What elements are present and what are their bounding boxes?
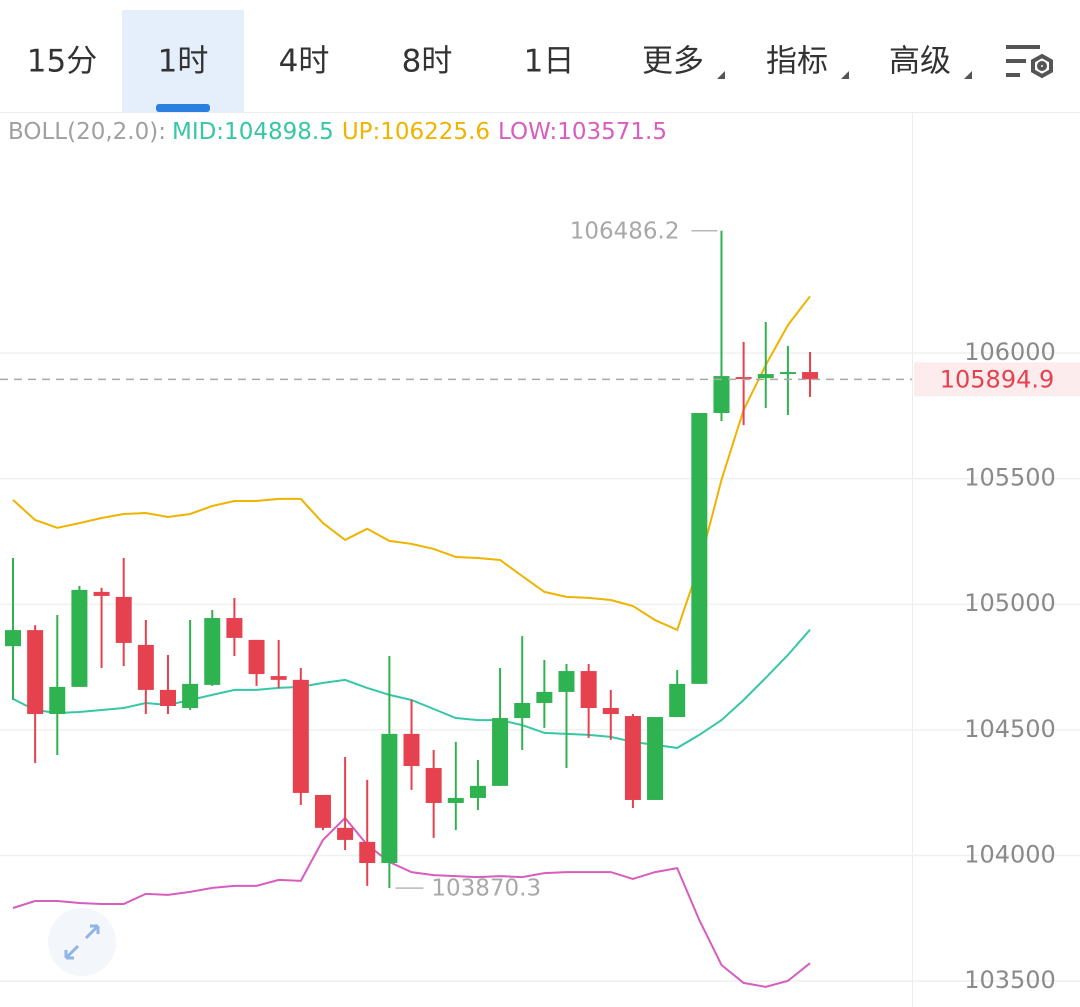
candle-body — [226, 618, 243, 638]
legend-entry: LOW:103571.5 — [498, 119, 667, 145]
candle-body — [182, 683, 199, 708]
candle-body — [115, 596, 132, 643]
indicator-name: BOLL(20,2.0): — [8, 119, 166, 145]
candle-body — [602, 707, 619, 715]
candle-body — [359, 841, 376, 864]
timeframe-tab[interactable]: 高级 — [889, 44, 951, 80]
candle-body — [93, 591, 110, 596]
candle-body — [669, 683, 686, 718]
expand-circle — [48, 908, 116, 976]
candle-body — [425, 768, 442, 803]
low-label: 103870.3 — [431, 876, 541, 902]
timeframe-tab[interactable]: 指标 — [766, 44, 828, 80]
candle-body — [735, 377, 752, 380]
selected-tab-indicator — [156, 104, 210, 112]
timeframe-tab[interactable]: 更多 — [642, 44, 704, 80]
indicator-line — [12, 816, 811, 988]
candle-body — [337, 827, 354, 840]
y-tick-label: 104500 — [964, 715, 1056, 743]
candle-body — [204, 618, 221, 685]
candle-body — [469, 785, 486, 798]
timeframe-tab[interactable]: 1日 — [524, 44, 575, 80]
candle-body — [580, 671, 597, 708]
candle-body — [292, 679, 309, 793]
legend-entry: UP:106225.6 — [342, 119, 490, 145]
timeframe-tab[interactable]: 4时 — [279, 44, 330, 80]
candle-body — [137, 644, 154, 690]
last-price-box — [914, 362, 1080, 397]
icon-hexagon — [1031, 53, 1053, 79]
candle-body — [802, 372, 819, 380]
dropdown-caret — [717, 71, 725, 79]
indicator-line — [12, 295, 811, 632]
chart-area: 103500 104000 104500 105000 105500 106000 1064… — [0, 218, 1080, 994]
candle-body — [403, 733, 420, 767]
candle-body — [381, 733, 398, 864]
timeframe-tab[interactable]: 15分 — [27, 44, 97, 80]
y-tick-label: 105000 — [964, 589, 1056, 617]
candle-body — [514, 702, 531, 719]
y-tick-label: 106000 — [964, 338, 1056, 366]
timeframe-tab[interactable]: 8时 — [402, 44, 453, 80]
expand-button[interactable] — [48, 908, 116, 976]
dropdown-caret — [841, 71, 849, 79]
candle-body — [71, 589, 88, 687]
high-label: 106486.2 — [570, 218, 680, 244]
selected-tab-bg — [122, 10, 244, 112]
candle-body — [757, 374, 774, 379]
candle-body — [713, 376, 730, 414]
candle-body — [159, 689, 176, 706]
timeframe-bar: 15分 1时 4时 8时 1日 更多 指标 高级 — [0, 10, 1080, 113]
candle-body — [27, 630, 44, 715]
candle-body — [314, 794, 331, 828]
candle-body — [558, 671, 575, 692]
candle-body — [691, 413, 708, 684]
last-price-label: 105894.9 — [940, 365, 1055, 393]
candle-body — [248, 639, 265, 675]
candle-body — [624, 716, 641, 800]
candle-body — [536, 691, 553, 703]
candle-body — [270, 676, 287, 680]
y-tick-label: 104000 — [964, 840, 1056, 868]
indicator-legend: BOLL(20,2.0): MID:104898.5 UP:106225.6 LOW:… — [8, 119, 667, 145]
candle-body — [447, 797, 464, 803]
settings-icon[interactable] — [1006, 45, 1053, 79]
candle-body — [492, 718, 509, 786]
expand-arrows — [64, 924, 100, 960]
candle-body — [779, 372, 796, 375]
candle-body — [5, 630, 21, 647]
dropdown-caret — [964, 71, 972, 79]
icon-dot — [1037, 61, 1047, 71]
candle-body — [49, 686, 66, 715]
y-tick-label: 105500 — [964, 464, 1056, 492]
candle-body — [647, 717, 664, 800]
legend-entry: MID:104898.5 — [172, 119, 334, 145]
y-tick-label: 103500 — [964, 966, 1056, 994]
timeframe-tab[interactable]: 1时 — [158, 44, 209, 80]
